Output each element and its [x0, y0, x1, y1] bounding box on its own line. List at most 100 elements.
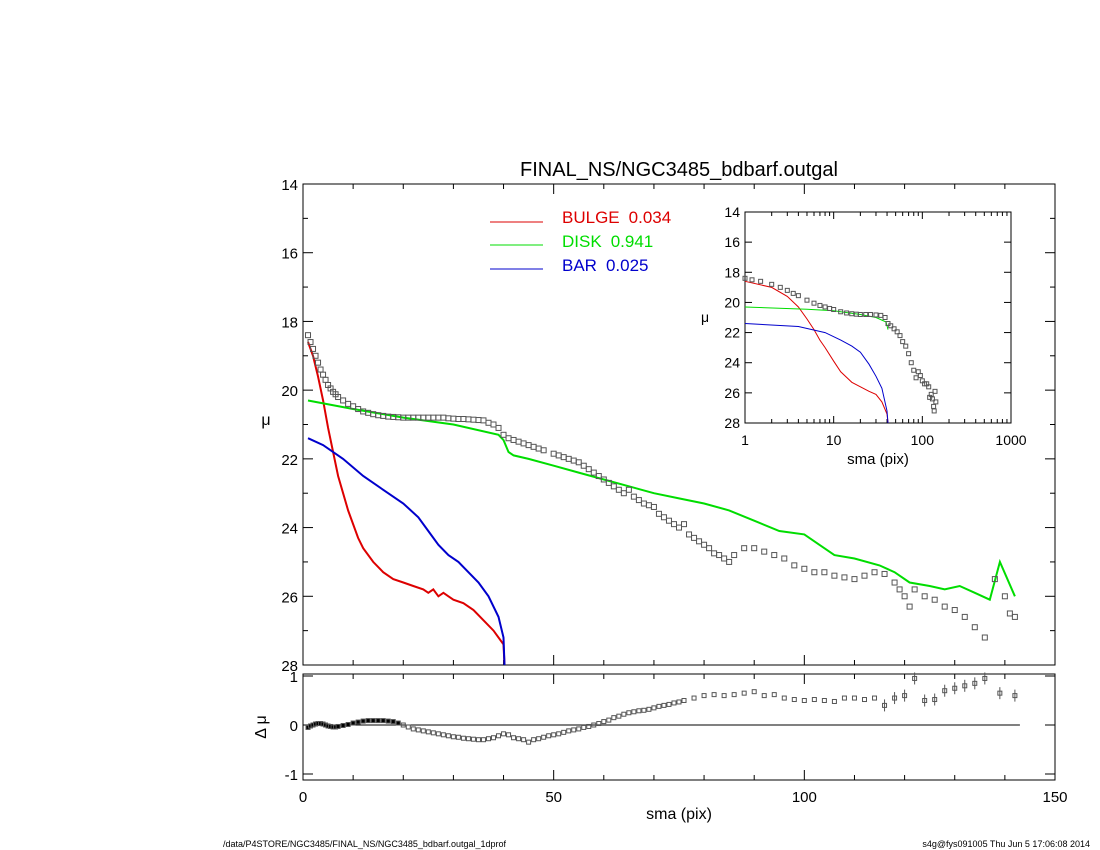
residual-point: [831, 698, 837, 704]
data-point: [525, 442, 532, 449]
inset-data-point: [888, 323, 894, 329]
data-point: [881, 570, 888, 577]
residual-point: [591, 722, 597, 728]
residual-point: [450, 734, 456, 740]
inset-data-point: [897, 333, 903, 339]
main-y-tick-label: 24: [281, 521, 298, 538]
residual-point: [892, 695, 898, 701]
residual-point: [872, 695, 878, 701]
data-point: [696, 538, 703, 545]
data-point: [490, 421, 497, 428]
data-point: [751, 545, 758, 552]
data-point: [455, 416, 462, 423]
data-point: [1006, 610, 1013, 617]
data-point: [670, 521, 677, 528]
inset-data-point: [931, 403, 937, 409]
residual-point: [861, 697, 867, 703]
data-point: [322, 376, 329, 383]
x-axis-label: sma (pix): [646, 806, 712, 823]
residual-point: [546, 733, 552, 739]
residual-point: [982, 675, 988, 681]
data-point: [515, 438, 522, 445]
data-point: [791, 562, 798, 569]
residual-point: [771, 692, 777, 698]
residual-point: [345, 722, 351, 728]
residual-point: [551, 732, 557, 738]
residual-point: [821, 698, 827, 703]
residual-point: [470, 736, 476, 742]
data-point: [941, 603, 948, 610]
residual-point: [566, 728, 572, 734]
residual-point: [972, 680, 978, 686]
residual-point: [365, 718, 371, 724]
data-point: [676, 524, 682, 531]
inset-data-point: [831, 307, 837, 313]
residual-point: [370, 718, 376, 724]
data-point: [801, 565, 808, 572]
data-point: [811, 569, 818, 576]
legend-disk-label: DISK 0.941: [562, 232, 653, 251]
residual-point: [841, 695, 847, 701]
inset-data-point: [900, 339, 906, 345]
residual-point: [701, 693, 707, 699]
inset-data-point: [784, 287, 790, 293]
residual-point: [491, 735, 497, 741]
data-point: [1011, 613, 1018, 620]
residual-point: [556, 731, 562, 737]
main-y-tick-label: 18: [281, 314, 298, 331]
data-point: [721, 555, 728, 562]
inset-data-point: [790, 290, 796, 296]
residual-point: [962, 683, 968, 689]
footer-timestamp: s4g@fys091005 Thu Jun 5 17:06:08 2014: [922, 839, 1090, 849]
inset-data-point: [908, 360, 914, 366]
inset-data-point: [838, 309, 844, 315]
residual-point: [791, 697, 797, 703]
inset-data-point: [795, 293, 801, 299]
residual-point: [390, 719, 396, 725]
data-point: [535, 445, 542, 452]
residual-point: [460, 735, 466, 741]
data-point: [435, 414, 442, 421]
residual-point: [455, 734, 461, 740]
residual-point: [531, 737, 537, 743]
data-point: [580, 462, 587, 469]
main-y-tick-label: 26: [281, 589, 298, 606]
data-point: [896, 586, 903, 593]
residual-point: [430, 730, 436, 736]
residual-y-tick-label: 1: [290, 669, 298, 686]
data-point: [911, 586, 918, 593]
footer-file-path: /data/P4STORE/NGC3485/FINAL_NS/NGC3485_b…: [223, 839, 506, 849]
inset-y-tick-label: 28: [724, 415, 740, 431]
residual-point: [571, 727, 577, 733]
data-point: [565, 455, 572, 462]
data-point: [650, 503, 657, 510]
x-tick-label: 150: [1042, 789, 1067, 806]
data-point: [465, 416, 472, 423]
data-point: [711, 550, 718, 557]
inset-data-point: [777, 284, 783, 290]
residual-point: [496, 733, 502, 739]
x-tick-label: 50: [545, 789, 562, 806]
residual-point: [711, 692, 717, 698]
residual-point: [541, 734, 547, 740]
residual-point: [480, 737, 486, 743]
data-point: [901, 593, 908, 600]
disk-model-line: [307, 399, 1016, 602]
residual-point: [751, 689, 757, 695]
residual-y-axis-label: Δ μ: [253, 715, 270, 738]
data-point: [307, 339, 314, 346]
residual-point: [506, 732, 512, 738]
residual-point: [801, 698, 807, 703]
data-point: [921, 593, 928, 600]
data-point: [991, 576, 998, 583]
data-point: [440, 414, 447, 421]
residual-point: [485, 736, 491, 742]
residual-point: [521, 737, 527, 743]
residual-point: [350, 720, 356, 726]
residual-point: [340, 722, 346, 728]
residual-point: [641, 707, 647, 713]
residual-point: [646, 706, 652, 712]
data-point: [726, 558, 733, 565]
inset-plot-frame: [744, 211, 1012, 424]
